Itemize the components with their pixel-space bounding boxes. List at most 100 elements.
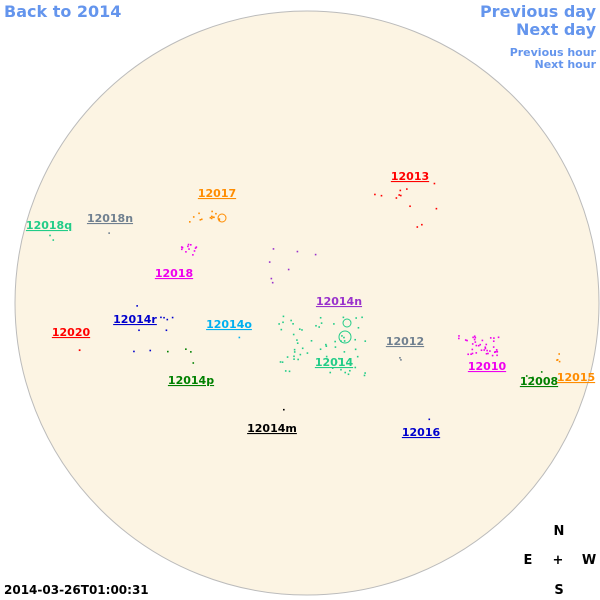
compass-south: S bbox=[554, 583, 563, 598]
spots bbox=[49, 182, 561, 421]
spot bbox=[357, 326, 360, 329]
spot bbox=[361, 316, 363, 319]
spot bbox=[333, 323, 335, 325]
region-label: 12017 bbox=[198, 187, 236, 200]
spot bbox=[279, 361, 282, 363]
spot bbox=[484, 347, 487, 350]
compass-west: W bbox=[582, 553, 596, 568]
region-label: 12020 bbox=[52, 326, 91, 339]
spot bbox=[540, 371, 543, 373]
region-label: 12014o bbox=[206, 318, 252, 331]
spot bbox=[374, 193, 376, 196]
spot bbox=[281, 361, 284, 363]
previous-day-link[interactable]: Previous day bbox=[480, 2, 597, 21]
spot bbox=[355, 317, 357, 319]
spot bbox=[292, 323, 294, 325]
spot bbox=[471, 343, 474, 345]
spot bbox=[213, 216, 215, 219]
spot bbox=[406, 188, 408, 190]
spot bbox=[138, 329, 140, 332]
spot bbox=[491, 354, 494, 357]
spot bbox=[280, 328, 283, 331]
spot bbox=[340, 368, 342, 371]
spot bbox=[290, 319, 292, 322]
region-label: 12008 bbox=[520, 375, 558, 388]
spot bbox=[185, 251, 187, 253]
spot bbox=[136, 305, 138, 307]
spot bbox=[343, 340, 346, 342]
spot bbox=[363, 374, 366, 377]
region-label: 12014p bbox=[168, 374, 214, 387]
spot bbox=[496, 354, 498, 357]
spot bbox=[319, 316, 322, 319]
spot bbox=[433, 182, 436, 185]
next-hour-link[interactable]: Next hour bbox=[535, 58, 597, 71]
spot bbox=[133, 350, 135, 353]
region-label: 12015 bbox=[557, 371, 595, 384]
spot bbox=[525, 375, 528, 377]
spot bbox=[325, 345, 328, 348]
spot bbox=[278, 323, 280, 325]
spot bbox=[342, 316, 345, 319]
spot bbox=[473, 338, 476, 341]
spot bbox=[297, 358, 299, 361]
spot bbox=[338, 357, 340, 360]
spot bbox=[286, 356, 289, 358]
spot bbox=[298, 328, 301, 330]
spot bbox=[556, 358, 559, 361]
timestamp: 2014-03-26T01:00:31 bbox=[4, 583, 149, 597]
spot bbox=[284, 370, 287, 372]
spot bbox=[472, 336, 474, 339]
spot bbox=[271, 281, 274, 284]
spot bbox=[496, 350, 498, 353]
spot bbox=[480, 349, 483, 352]
spot bbox=[489, 337, 492, 339]
region-label: 12016 bbox=[402, 426, 441, 439]
spot bbox=[344, 371, 347, 374]
spot bbox=[209, 216, 212, 219]
spot bbox=[458, 337, 460, 340]
region-label: 12010 bbox=[468, 360, 507, 373]
spot bbox=[435, 207, 438, 210]
spot bbox=[341, 335, 343, 337]
spot bbox=[133, 317, 136, 320]
spot bbox=[108, 232, 110, 234]
spot bbox=[296, 339, 298, 341]
region-label: 12018 bbox=[155, 267, 193, 280]
spot bbox=[421, 223, 423, 226]
spot bbox=[315, 324, 317, 327]
spot bbox=[474, 336, 477, 339]
back-link[interactable]: Back to 2014 bbox=[4, 2, 121, 21]
spot bbox=[477, 344, 480, 347]
spot-ring bbox=[217, 213, 227, 223]
region-label: 12014 bbox=[315, 356, 354, 369]
spot bbox=[199, 219, 202, 221]
spot bbox=[319, 348, 322, 351]
spot bbox=[296, 250, 299, 253]
spot bbox=[558, 353, 560, 355]
spot bbox=[190, 351, 192, 353]
spot bbox=[474, 341, 477, 343]
region-label: 12014r bbox=[113, 313, 157, 326]
spot bbox=[329, 371, 332, 374]
spot bbox=[399, 357, 401, 359]
spot bbox=[160, 316, 162, 319]
spot bbox=[479, 343, 482, 346]
spot bbox=[238, 336, 241, 339]
spot bbox=[296, 342, 299, 344]
spot bbox=[464, 339, 467, 341]
spot bbox=[210, 217, 213, 220]
region-label: 12018q bbox=[26, 219, 72, 232]
spot bbox=[364, 340, 367, 342]
spot bbox=[218, 218, 221, 220]
spot bbox=[288, 370, 291, 373]
spot bbox=[320, 322, 323, 324]
spot-ring bbox=[338, 330, 352, 344]
spot-ring bbox=[342, 318, 352, 328]
spot bbox=[466, 339, 468, 342]
previous-hour-link[interactable]: Previous hour bbox=[510, 46, 597, 59]
next-day-link[interactable]: Next day bbox=[516, 20, 597, 39]
spot bbox=[272, 248, 275, 250]
spot bbox=[485, 343, 488, 346]
